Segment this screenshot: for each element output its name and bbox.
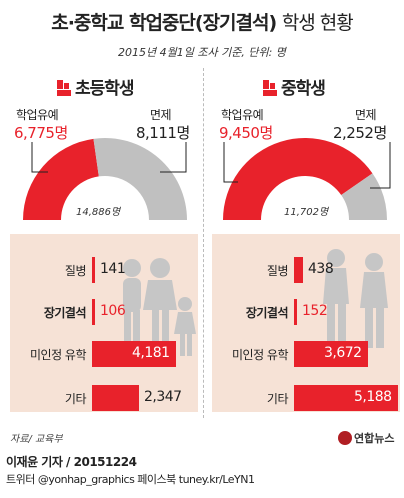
bar-category-label: 장기결석: [43, 306, 87, 320]
gauge-segment-면제: [341, 173, 387, 220]
bar-mark: [294, 385, 398, 411]
bar-mark: [294, 257, 303, 283]
total-elementary: 14,886명: [76, 207, 121, 218]
bar-panel-elementary: [10, 234, 198, 412]
bar-value-label: 2,347: [144, 389, 182, 405]
gauge-segment-학업유예: [23, 138, 99, 220]
reporter-credit: 이재윤 기자 / 20151224: [6, 455, 137, 469]
exempt-value-middle: 2,252명: [333, 124, 387, 142]
gauge-segment-면제: [93, 138, 187, 220]
title-suffix: 학생 현황: [281, 12, 354, 34]
grade-value-elementary: 6,775명: [14, 124, 68, 142]
student-silhouette-icon: [123, 258, 196, 356]
bar-value-label: 106: [100, 303, 126, 319]
bar-category-label: 장기결석: [245, 306, 289, 320]
grade-value-middle: 9,450명: [219, 124, 273, 142]
bar-category-label: 미인정 유학: [231, 348, 289, 362]
section-heading-elementary: 초등학생: [56, 74, 135, 99]
bar-value-label: 152: [302, 303, 328, 319]
exempt-label-middle: 면제: [355, 108, 377, 122]
brand-logo: 연합뉴스: [338, 430, 394, 446]
bar-panel-middle: [212, 234, 400, 412]
bar-category-label: 기타: [64, 392, 87, 406]
red-flag-logo-icon: [57, 80, 71, 96]
bar-value-label: 141: [100, 261, 126, 277]
bar-category-label: 질병: [266, 264, 289, 278]
gauge-segment-학업유예: [223, 138, 373, 220]
page-title: 초·중학교 학업중단(장기결석) 학생 현황: [0, 8, 404, 35]
section-heading-middle: 중학생: [262, 74, 326, 99]
bar-category-label: 기타: [266, 392, 289, 406]
bar-mark: [294, 341, 368, 367]
bar-value-label: 3,672: [324, 345, 362, 361]
total-middle: 11,702명: [284, 207, 329, 218]
exempt-label-elementary: 면제: [150, 108, 172, 122]
bar-mark: [92, 385, 139, 411]
red-flag-logo-icon: [263, 80, 277, 96]
bar-value-label: 5,188: [354, 389, 392, 405]
bar-category-label: 미인정 유학: [29, 348, 87, 362]
source-note: 자료/ 교육부: [10, 434, 63, 445]
title-main: 초·중학교 학업중단(장기결석): [51, 12, 277, 34]
bar-value-label: 4,181: [132, 345, 170, 361]
bar-mark: [92, 257, 95, 283]
leader-line-exempt: [160, 142, 187, 173]
social-credit: 트위터 @yonhap_graphics 페이스북 tuney.kr/LeYN1: [6, 473, 255, 486]
donut-gauge-elementary: [23, 138, 187, 220]
leader-line-exempt: [370, 142, 391, 189]
leader-line-grade: [223, 142, 238, 183]
grade-label-elementary: 학업유예: [16, 108, 59, 122]
bar-value-label: 438: [308, 261, 334, 277]
section-heading-label: 초등학생: [75, 79, 135, 99]
grade-label-middle: 학업유예: [221, 108, 264, 122]
bar-mark: [92, 341, 176, 367]
subtitle: 2015년 4월1일 조사 기준, 단위: 명: [118, 46, 286, 59]
exempt-value-elementary: 8,111명: [136, 124, 190, 142]
bar-category-label: 질병: [64, 264, 87, 278]
student-silhouette-icon: [323, 249, 388, 348]
yonhap-logo-icon: [338, 431, 352, 445]
bar-mark: [294, 299, 297, 325]
brand-label: 연합뉴스: [354, 432, 395, 445]
bar-mark: [92, 299, 95, 325]
section-divider: [203, 68, 204, 418]
leader-line-grade: [31, 142, 48, 173]
section-heading-label: 중학생: [281, 79, 326, 99]
donut-gauge-middle: [223, 138, 391, 220]
